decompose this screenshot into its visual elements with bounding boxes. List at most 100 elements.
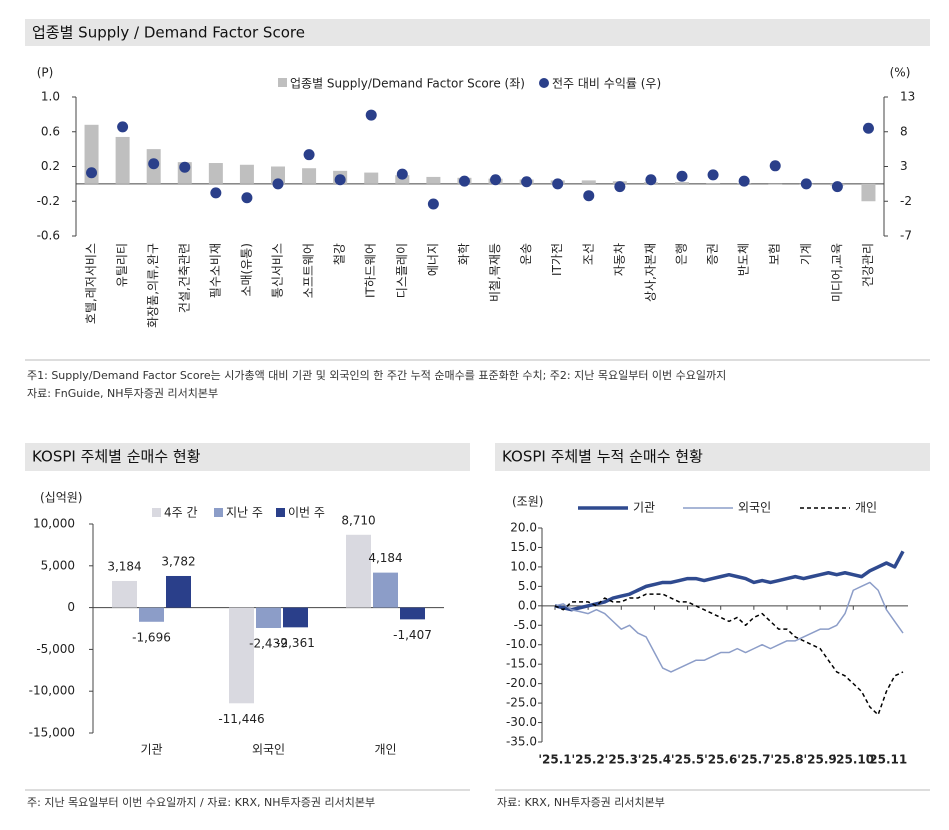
x-tick-label: '25.7 xyxy=(737,753,770,767)
value-label: -11,446 xyxy=(218,712,264,726)
x-tick-label: '25.3 xyxy=(605,753,638,767)
y-tick-label: 5,000 xyxy=(41,558,75,572)
y-tick-label: -10.0 xyxy=(506,637,537,651)
legend-swatch xyxy=(152,508,161,517)
dot xyxy=(707,169,719,181)
y-tick-label: 20.0 xyxy=(510,521,537,535)
x-tick-label: 기계 xyxy=(799,243,813,265)
x-tick-label: '25.10 xyxy=(832,753,874,767)
value-label: -2,361 xyxy=(276,636,315,650)
x-tick-label: 자동차 xyxy=(612,243,626,276)
x-tick-label: 반도체 xyxy=(737,243,751,276)
dot xyxy=(769,160,781,172)
dot xyxy=(676,170,688,182)
legend-label: 외국인 xyxy=(738,501,771,515)
bar xyxy=(861,183,876,202)
bar xyxy=(768,183,783,185)
y-tick-label: -30.0 xyxy=(506,715,537,729)
y-tick-label: 0.6 xyxy=(41,124,60,138)
bar xyxy=(400,607,425,620)
y-tick-label: 10,000 xyxy=(33,517,75,531)
dot xyxy=(614,181,626,193)
y-tick-label: -0.6 xyxy=(37,229,60,243)
dot xyxy=(303,149,315,161)
bar xyxy=(166,575,191,608)
x-tick-label: 화학 xyxy=(457,243,471,265)
dot xyxy=(272,178,284,190)
y-tick-label: -5.0 xyxy=(514,618,537,632)
dot xyxy=(862,122,874,134)
y-unit: (P) xyxy=(37,66,54,80)
x-tick-label: 철강 xyxy=(333,243,347,265)
dot xyxy=(179,161,191,173)
y-tick-label: -15.0 xyxy=(506,657,537,671)
x-tick-label: IT가전 xyxy=(550,243,564,276)
y2-tick-label: -2 xyxy=(900,194,912,208)
x-tick-label: 통신서비스 xyxy=(271,243,285,298)
x-tick-label: 외국인 xyxy=(252,743,285,757)
y2-tick-label: 8 xyxy=(900,124,908,138)
y-tick-label: 5.0 xyxy=(518,579,537,593)
line xyxy=(554,550,905,612)
header-bar xyxy=(495,443,930,471)
x-tick-label: 화장품,의류,완구 xyxy=(146,243,160,328)
value-label: 3,184 xyxy=(107,559,141,573)
x-tick-label: '25.4 xyxy=(638,753,671,767)
bar xyxy=(208,163,223,184)
x-tick-label: '25.9 xyxy=(804,753,837,767)
dot xyxy=(458,175,470,187)
x-tick-label: 비철,목재등 xyxy=(488,243,502,302)
x-tick-label: 필수소비재 xyxy=(208,243,222,298)
bar xyxy=(271,166,285,184)
legend-label: 4주 간 xyxy=(164,506,198,520)
chart-title: 업종별 Supply / Demand Factor Score xyxy=(32,24,305,42)
x-tick-label: 개인 xyxy=(374,743,396,757)
bar xyxy=(239,164,254,184)
bar xyxy=(112,580,137,608)
x-tick-label: IT하드웨어 xyxy=(364,243,378,298)
x-tick-label: 유틸리티 xyxy=(115,243,129,287)
bar xyxy=(256,607,281,628)
x-tick-label: 에너지 xyxy=(426,243,440,276)
x-tick-label: 운송 xyxy=(519,243,533,265)
note: 주1: Supply/Demand Factor Score는 시가총액 대비 … xyxy=(27,368,726,382)
x-tick-label: 호텔,레저서비스 xyxy=(84,243,98,324)
note: 주: 지난 목요일부터 이번 수요일까지 / 자료: KRX, NH투자증권 리… xyxy=(27,795,375,809)
dot xyxy=(583,190,595,202)
dot xyxy=(210,187,222,199)
dot xyxy=(645,174,657,186)
value-label: 8,710 xyxy=(341,513,375,527)
y-tick-label: -15,000 xyxy=(29,726,75,740)
value-label: -1,696 xyxy=(132,630,171,644)
value-label: 4,184 xyxy=(368,551,402,565)
x-tick-label: 건설,건축관련 xyxy=(177,243,191,313)
dot xyxy=(831,181,843,193)
legend-swatch xyxy=(278,78,287,87)
dot xyxy=(117,121,129,133)
bar xyxy=(364,172,379,184)
y2-unit: (%) xyxy=(890,66,911,80)
y2-tick-label: 13 xyxy=(900,90,915,104)
dot xyxy=(552,178,564,190)
legend-label: 전주 대비 수익률 (우) xyxy=(552,77,661,91)
x-tick-label: '25.6 xyxy=(704,753,737,767)
y-tick-label: 0.0 xyxy=(518,598,537,612)
chart-title: KOSPI 주체별 순매수 현황 xyxy=(32,448,201,466)
dot xyxy=(800,178,812,190)
dot xyxy=(241,192,253,204)
source: 자료: FnGuide, NH투자증권 리서치본부 xyxy=(27,387,218,400)
x-tick-label: 디스플레이 xyxy=(395,243,409,298)
y-tick-label: 0 xyxy=(67,600,75,614)
x-tick-label: '25.1 xyxy=(538,753,571,767)
line xyxy=(554,581,904,673)
x-tick-label: 건강관리 xyxy=(861,243,875,287)
bar xyxy=(675,182,689,184)
y-tick-label: -20.0 xyxy=(506,676,537,690)
legend-label: 개인 xyxy=(855,501,877,515)
chart-title: KOSPI 주체별 누적 순매수 현황 xyxy=(502,448,703,466)
x-tick-label: 소프트웨어 xyxy=(302,243,316,298)
x-tick-label: 상사,자본재 xyxy=(643,243,657,302)
x-tick-label: 은행 xyxy=(674,243,689,265)
bar xyxy=(373,572,398,608)
dot xyxy=(490,174,502,186)
